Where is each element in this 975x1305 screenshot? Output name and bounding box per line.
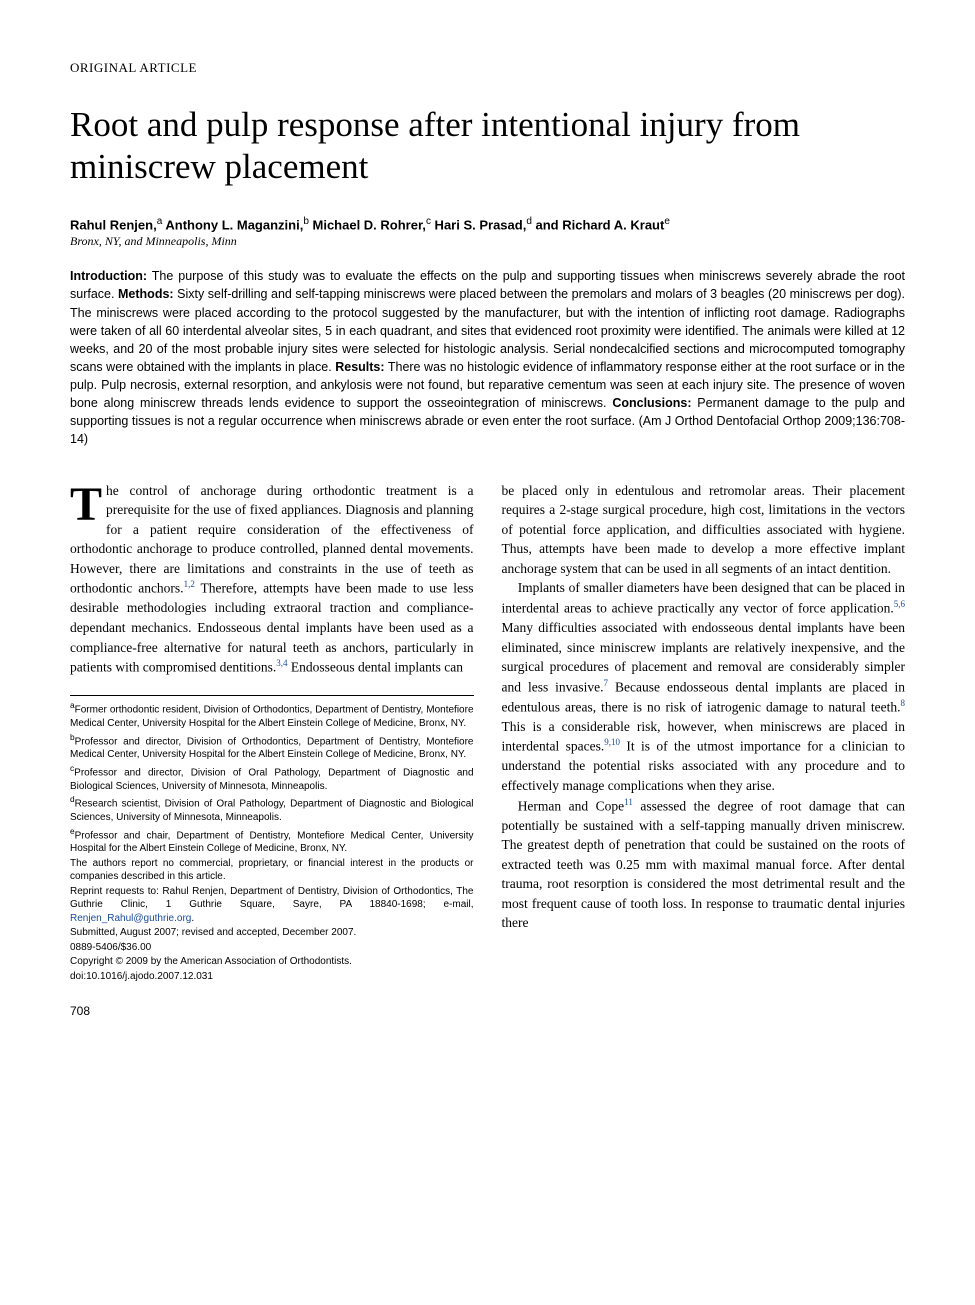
abstract-results-label: Results:: [335, 360, 384, 374]
abstract-block: Introduction: The purpose of this study …: [70, 267, 905, 448]
abstract-conclusions-label: Conclusions:: [612, 396, 691, 410]
citation-ref[interactable]: 11: [624, 797, 633, 807]
body-text: Implants of smaller diameters have been …: [502, 580, 906, 615]
abstract-intro-label: Introduction:: [70, 269, 147, 283]
citation-ref[interactable]: 5,6: [894, 599, 905, 609]
body-paragraph: Herman and Cope11 assessed the degree of…: [502, 796, 906, 933]
footnote-e: eProfessor and chair, Department of Dent…: [70, 826, 474, 856]
body-paragraph: The control of anchorage during orthodon…: [70, 481, 474, 678]
citation-ref[interactable]: 3,4: [276, 658, 287, 668]
page-number: 708: [70, 1003, 474, 1020]
footnote-issn: 0889-5406/$36.00: [70, 941, 474, 955]
footnote-a: aFormer orthodontic resident, Division o…: [70, 700, 474, 730]
footnote-c: cProfessor and director, Division of Ora…: [70, 763, 474, 793]
abstract-methods-label: Methods:: [118, 287, 174, 301]
citation-ref[interactable]: 8: [901, 698, 906, 708]
body-paragraph: Implants of smaller diameters have been …: [502, 578, 906, 795]
authors-line: Rahul Renjen,a Anthony L. Maganzini,b Mi…: [70, 216, 905, 232]
footnotes-block: aFormer orthodontic resident, Division o…: [70, 695, 474, 983]
footnote-disclosure: The authors report no commercial, propri…: [70, 857, 474, 884]
body-text: assessed the degree of root damage that …: [502, 798, 906, 930]
footnote-copyright: Copyright © 2009 by the American Associa…: [70, 955, 474, 969]
body-text: he control of anchorage during orthodont…: [70, 483, 474, 596]
body-columns: The control of anchorage during orthodon…: [70, 481, 905, 1021]
column-left: The control of anchorage during orthodon…: [70, 481, 474, 1021]
footnote-doi: doi:10.1016/j.ajodo.2007.12.031: [70, 970, 474, 984]
column-right: be placed only in edentulous and retromo…: [502, 481, 906, 1021]
body-text: Endosseous dental implants can: [287, 660, 462, 675]
footnote-b: bProfessor and director, Division of Ort…: [70, 732, 474, 762]
footnote-reprint: Reprint requests to: Rahul Renjen, Depar…: [70, 885, 474, 926]
article-title: Root and pulp response after intentional…: [70, 104, 905, 188]
footnote-d: dResearch scientist, Division of Oral Pa…: [70, 794, 474, 824]
dropcap: T: [70, 481, 106, 526]
footnote-submitted: Submitted, August 2007; revised and acce…: [70, 926, 474, 940]
citation-ref[interactable]: 9,10: [604, 737, 620, 747]
body-text: Herman and Cope: [518, 798, 624, 813]
section-label: ORIGINAL ARTICLE: [70, 60, 905, 76]
affiliation-line: Bronx, NY, and Minneapolis, Minn: [70, 234, 905, 249]
reprint-email-link[interactable]: Renjen_Rahul@guthrie.org: [70, 913, 191, 924]
citation-ref[interactable]: 1,2: [184, 579, 195, 589]
body-paragraph: be placed only in edentulous and retromo…: [502, 481, 906, 579]
